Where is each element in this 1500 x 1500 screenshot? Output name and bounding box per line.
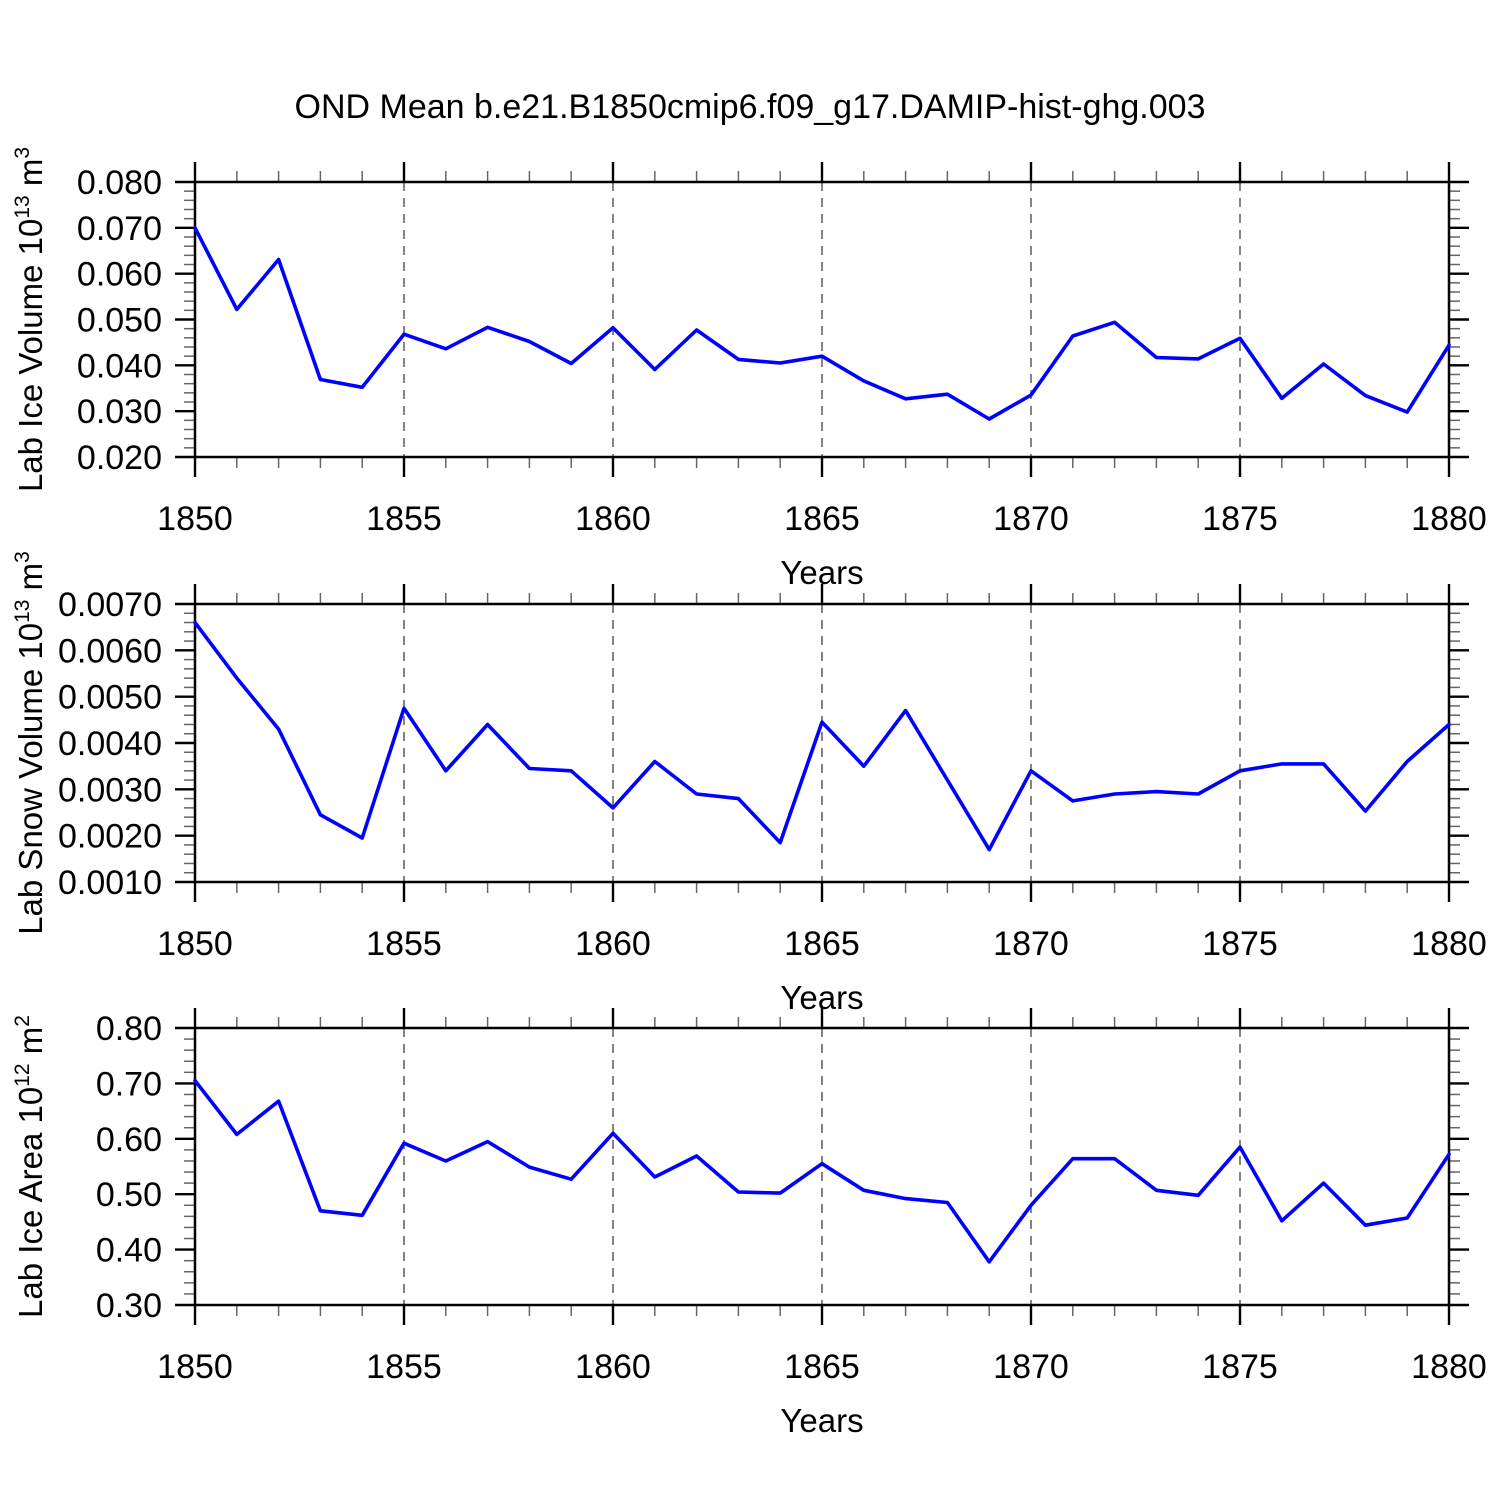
y-tick-label: 0.50: [96, 1176, 162, 1214]
y-tick-label: 0.020: [77, 439, 162, 477]
x-tick-label: 1850: [157, 1348, 233, 1386]
lab-ice-volume-line-series: [193, 226, 1451, 421]
y-tick-label: 0.080: [77, 164, 162, 202]
y-tick-label: 0.60: [96, 1121, 162, 1159]
x-tick-label: 1860: [575, 500, 651, 538]
y-tick-label: 0.70: [96, 1065, 162, 1103]
x-tick-label: 1875: [1202, 500, 1278, 538]
x-tick-label: 1865: [784, 925, 860, 963]
x-tick-label: 1855: [366, 925, 442, 963]
plot-frame: [193, 602, 1451, 884]
x-tick-label: 1860: [575, 925, 651, 963]
y-axis-title: Lab Ice Area 1012 m2: [11, 1015, 49, 1318]
y-tick-label: 0.060: [77, 256, 162, 294]
y-tick-label: 0.0040: [58, 725, 162, 763]
y-tick-label: 0.0010: [58, 864, 162, 902]
x-tick-label: 1850: [157, 925, 233, 963]
y-tick-label: 0.0060: [58, 632, 162, 670]
y-tick-label: 0.0070: [58, 586, 162, 624]
x-tick-label: 1875: [1202, 925, 1278, 963]
x-tick-label: 1880: [1411, 1348, 1487, 1386]
lab-snow-volume-line-series: [193, 620, 1451, 852]
y-tick-label: 0.80: [96, 1010, 162, 1048]
y-tick-label: 0.0050: [58, 679, 162, 717]
y-tick-label: 0.0030: [58, 771, 162, 809]
x-tick-label: 1870: [993, 500, 1069, 538]
lab-ice-volume-chart: 0.020 0.030 0.040 0.050 0.060 0.070 0.080 1850 1…: [11, 147, 1487, 591]
y-tick-label: 0.40: [96, 1232, 162, 1270]
y-tick-label: 0.0020: [58, 818, 162, 856]
y-axis-title: Lab Snow Volume 1013 m3: [11, 551, 49, 935]
x-axis-title: Years: [780, 1402, 863, 1439]
lab-ice-area-chart: 0.30 0.40 0.50 0.60 0.70 0.80 1850 1855 1860 1865…: [11, 1008, 1487, 1439]
x-tick-label: 1880: [1411, 925, 1487, 963]
plot-frame: [193, 1026, 1451, 1307]
x-tick-label: 1870: [993, 1348, 1069, 1386]
x-tick-label: 1850: [157, 500, 233, 538]
x-tick-label: 1880: [1411, 500, 1487, 538]
lab-snow-volume-chart: 0.0010 0.0020 0.0030 0.0040 0.0050 0.0060 0.00…: [11, 551, 1487, 1016]
x-tick-label: 1855: [366, 1348, 442, 1386]
y-tick-label: 0.050: [77, 302, 162, 340]
x-tick-label: 1855: [366, 500, 442, 538]
y-axis-title: Lab Ice Volume 1013 m3: [11, 147, 49, 492]
charts: 0.020 0.030 0.040 0.050 0.060 0.070 0.080 1850 1…: [11, 147, 1487, 1439]
figure-title: OND Mean b.e21.B1850cmip6.f09_g17.DAMIP-…: [295, 88, 1206, 126]
x-tick-label: 1865: [784, 500, 860, 538]
y-tick-label: 0.30: [96, 1287, 162, 1325]
y-tick-label: 0.070: [77, 210, 162, 248]
x-tick-label: 1865: [784, 1348, 860, 1386]
lab-ice-area-line-series: [193, 1078, 1451, 1264]
y-tick-label: 0.040: [77, 347, 162, 385]
x-tick-label: 1860: [575, 1348, 651, 1386]
y-tick-label: 0.030: [77, 393, 162, 431]
plot-frame: [193, 180, 1451, 459]
x-tick-label: 1870: [993, 925, 1069, 963]
x-tick-label: 1875: [1202, 1348, 1278, 1386]
